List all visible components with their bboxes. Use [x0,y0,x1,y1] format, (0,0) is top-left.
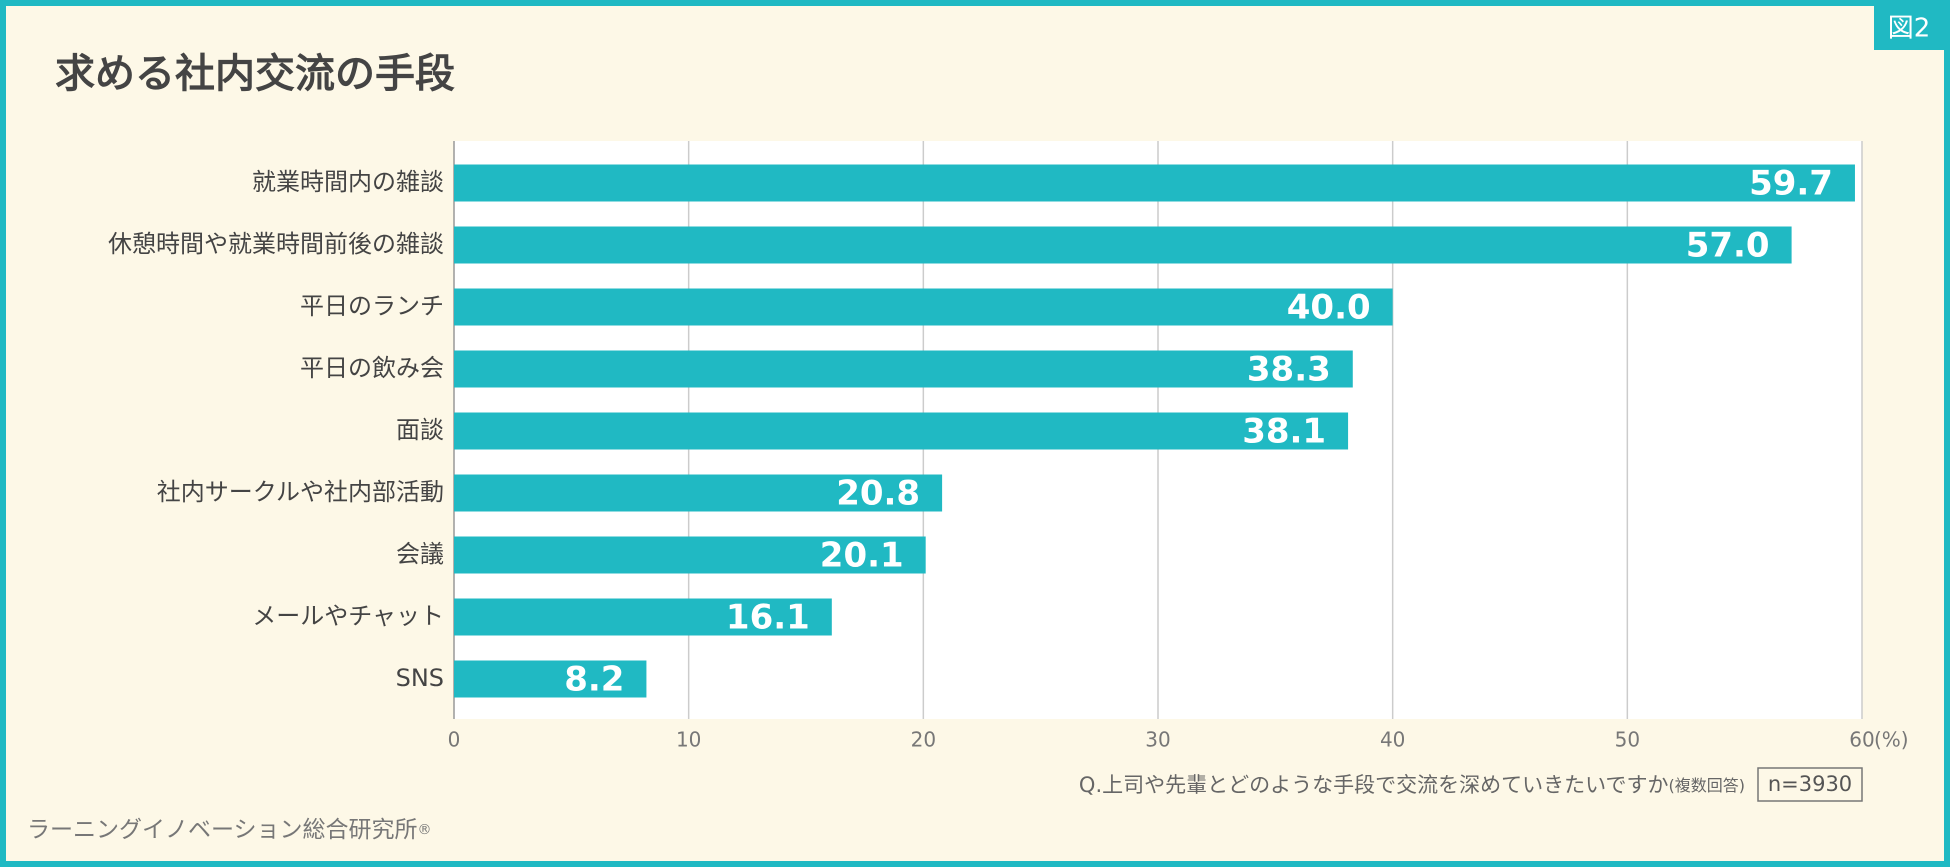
badge-bg [1874,6,1944,50]
question: Q.上司や先輩とどのような手段で交流を深めていきたいですか(複数回答) [1079,773,1745,797]
question-note: (複数回答) [1669,776,1746,795]
sample: n=3930 [1768,772,1852,796]
bar [454,598,832,636]
x-tick-label: 0 [448,728,461,752]
value-label: 57.0 [1686,226,1770,266]
bar [454,288,1393,326]
footer-mark: ® [418,822,432,838]
y-tick-label: 平日の飲み会 [300,354,444,382]
y-tick-label: 平日のランチ [300,292,444,320]
value-label: 20.8 [836,474,920,514]
sample-box [1757,767,1863,802]
bar [454,226,1792,264]
badge: 図2 [1888,14,1931,44]
x-tick-label: 10 [676,728,701,752]
value-label: 38.3 [1247,350,1331,390]
y-tick-label: 就業時間内の雑談 [252,168,444,196]
bar [454,536,926,574]
y-tick-label: 会議 [396,540,444,568]
value-label: 40.0 [1287,288,1371,328]
bar [454,350,1353,388]
value-label: 38.1 [1242,412,1326,452]
bar [454,412,1349,450]
x-tick-label: 50 [1615,728,1640,752]
value-label: 59.7 [1749,164,1833,204]
x-unit: (%) [1874,728,1909,752]
chart-title: 求める社内交流の手段 [55,51,455,97]
x-tick-label: 40 [1380,728,1405,752]
bar [454,164,1855,202]
value-label: 16.1 [726,598,810,638]
y-tick-label: SNS [396,664,444,692]
y-tick-label: 休憩時間や就業時間前後の雑談 [108,230,444,258]
footer-org: ラーニングイノベーション総合研究所 [27,817,418,843]
y-tick-label: 面談 [396,416,444,444]
bar [454,660,647,698]
y-tick-label: メールやチャット [252,602,444,630]
value-label: 20.1 [820,536,904,576]
question-text: Q.上司や先輩とどのような手段で交流を深めていきたいですか [1079,773,1669,797]
x-tick-label: 30 [1145,728,1170,752]
x-tick-label: 20 [911,728,936,752]
bar [454,474,943,512]
x-tick-label: 60 [1849,728,1874,752]
value-label: 8.2 [564,660,624,700]
footer: ラーニングイノベーション総合研究所® [27,817,432,843]
y-tick-label: 社内サークルや社内部活動 [157,478,444,506]
